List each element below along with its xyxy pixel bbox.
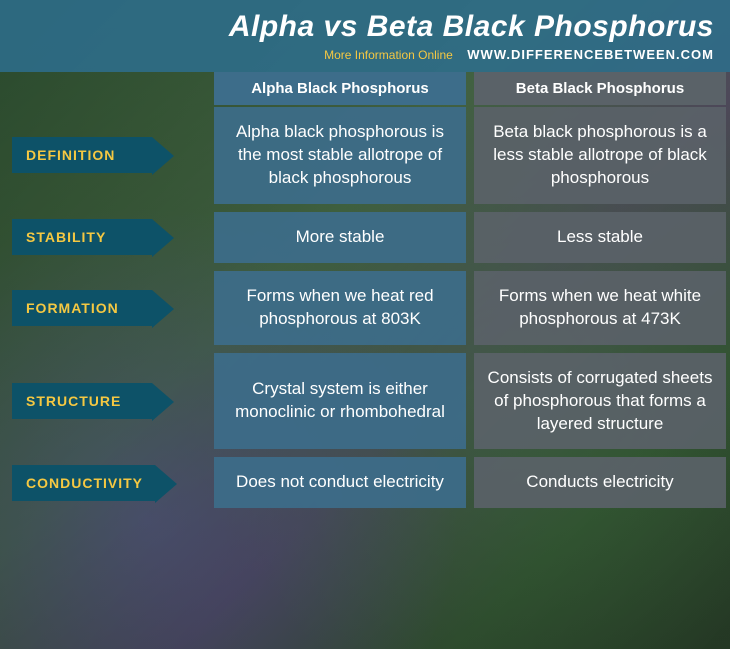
column-header-beta: Beta Black Phosphorus	[474, 72, 726, 105]
row-label: STABILITY	[12, 219, 152, 255]
row-label-wrap: STRUCTURE	[0, 353, 210, 450]
cell-beta: Conducts electricity	[474, 457, 726, 508]
column-header-alpha: Alpha Black Phosphorus	[214, 72, 466, 105]
table-row: FORMATION Forms when we heat red phosphor…	[0, 271, 730, 345]
cell-beta: Consists of corrugated sheets of phospho…	[474, 353, 726, 450]
column-headers-row: Alpha Black Phosphorus Beta Black Phosph…	[0, 72, 730, 105]
table-row: STABILITY More stableLess stable	[0, 212, 730, 263]
row-label: CONDUCTIVITY	[12, 465, 155, 501]
row-label-wrap: DEFINITION	[0, 107, 210, 204]
cell-beta: Forms when we heat white phosphorous at …	[474, 271, 726, 345]
row-label: STRUCTURE	[12, 383, 152, 419]
subtitle-row: More Information Online WWW.DIFFERENCEBE…	[16, 46, 714, 64]
cell-alpha: Crystal system is either monoclinic or r…	[214, 353, 466, 450]
cell-alpha: Alpha black phosphorous is the most stab…	[214, 107, 466, 204]
cell-beta: Less stable	[474, 212, 726, 263]
header-banner: Alpha vs Beta Black Phosphorus More Info…	[0, 0, 730, 72]
row-label-wrap: CONDUCTIVITY	[0, 457, 210, 508]
cell-alpha: More stable	[214, 212, 466, 263]
site-url[interactable]: WWW.DIFFERENCEBETWEEN.COM	[467, 47, 714, 62]
table-row: STRUCTURE Crystal system is either monocl…	[0, 353, 730, 450]
table-row: CONDUCTIVITY Does not conduct electricity…	[0, 457, 730, 508]
table-row: DEFINITION Alpha black phosphorous is the…	[0, 107, 730, 204]
header-spacer	[0, 72, 210, 105]
row-label-wrap: STABILITY	[0, 212, 210, 263]
page-title: Alpha vs Beta Black Phosphorus	[16, 10, 714, 44]
row-label: FORMATION	[12, 290, 152, 326]
row-label: DEFINITION	[12, 137, 152, 173]
row-label-wrap: FORMATION	[0, 271, 210, 345]
cell-alpha: Does not conduct electricity	[214, 457, 466, 508]
cell-alpha: Forms when we heat red phosphorous at 80…	[214, 271, 466, 345]
comparison-table: Alpha Black Phosphorus Beta Black Phosph…	[0, 72, 730, 508]
cell-beta: Beta black phosphorous is a less stable …	[474, 107, 726, 204]
more-info-label: More Information Online	[324, 48, 453, 62]
